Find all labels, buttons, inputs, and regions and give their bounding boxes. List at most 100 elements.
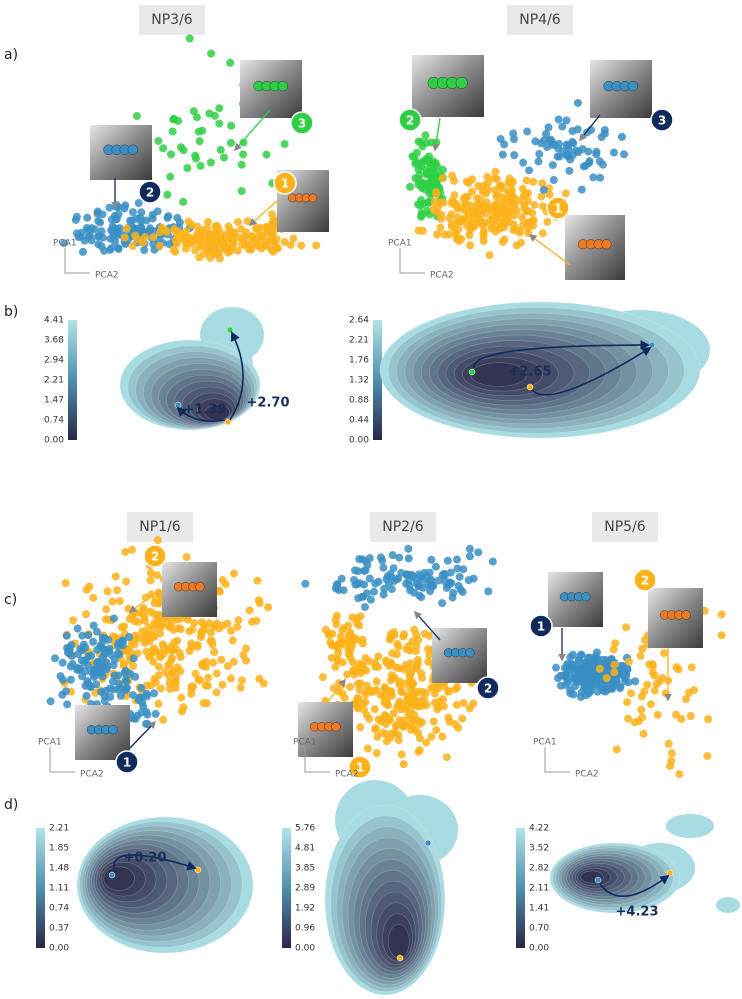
scatter-point <box>122 577 131 586</box>
scatter-point <box>492 175 501 184</box>
scatter-point <box>388 551 397 560</box>
scatter-point <box>167 654 176 663</box>
scatter-point <box>622 671 631 680</box>
scatter-point <box>687 663 696 672</box>
scatter-point <box>395 664 404 673</box>
scatter-point <box>206 239 215 248</box>
scatter-point <box>422 165 431 174</box>
state-badge <box>476 676 500 700</box>
scatter-point <box>624 678 633 687</box>
colorbar-tick-label: 4.41 <box>44 316 64 326</box>
transition-arrow <box>113 854 197 873</box>
scatter-point <box>360 603 369 612</box>
scatter-point <box>451 228 460 237</box>
scatter-point <box>116 691 125 700</box>
scatter-point <box>176 653 185 662</box>
scatter-point <box>131 631 140 640</box>
scatter-point <box>354 567 363 576</box>
scatter-point <box>177 693 186 702</box>
scatter-point <box>503 195 512 204</box>
scatter-point <box>534 157 543 166</box>
colorbar-tick-label: 2.82 <box>529 864 549 874</box>
scatter-point <box>474 548 483 557</box>
scatter-point <box>432 207 441 216</box>
scatter-point <box>130 640 139 649</box>
colorbar-tick-label: 2.21 <box>349 336 369 346</box>
scatter-point <box>595 157 604 166</box>
scatter-point <box>140 612 149 621</box>
structure-bead <box>331 722 341 732</box>
scatter-point <box>200 624 209 633</box>
panel-label: c) <box>4 592 17 608</box>
scatter-point <box>121 547 130 556</box>
scatter-point <box>565 166 574 175</box>
colorbar <box>68 320 77 440</box>
scatter-point <box>132 214 141 223</box>
scatter-point <box>552 663 561 672</box>
scatter-point <box>46 697 55 706</box>
scatter-point <box>176 667 185 676</box>
energy-annotation: +4.23 <box>616 905 659 920</box>
state-dot <box>174 401 182 409</box>
scatter-point <box>623 698 632 707</box>
scatter-point <box>151 596 160 605</box>
panel-title: NP2/6 <box>382 519 424 535</box>
state-badge <box>348 755 372 779</box>
scatter-point <box>142 707 151 716</box>
scatter-point <box>336 632 345 641</box>
scatter-point <box>612 745 621 754</box>
scatter-point <box>215 119 224 128</box>
scatter-point <box>128 241 137 250</box>
scatter-point <box>125 615 134 624</box>
scatter-point <box>89 621 98 630</box>
scatter-point <box>427 138 436 147</box>
scatter-point <box>113 649 122 658</box>
scatter-point <box>89 637 98 646</box>
scatter-point <box>81 643 90 652</box>
panel-title: NP5/6 <box>604 519 646 535</box>
scatter-point <box>531 137 540 146</box>
scatter-point <box>133 711 142 720</box>
scatter-point <box>167 642 176 651</box>
scatter-point <box>420 629 429 638</box>
axis-label-y: PCA1 <box>388 239 412 249</box>
state-badge-label: 3 <box>658 114 666 128</box>
scatter-point <box>566 686 575 695</box>
scatter-point <box>427 732 436 741</box>
scatter-point <box>445 214 454 223</box>
colorbar <box>36 828 45 948</box>
state-badge <box>290 111 314 135</box>
scatter-point <box>98 672 107 681</box>
scatter-point <box>545 190 554 199</box>
state-dot <box>224 418 232 426</box>
scatter-point <box>573 98 582 107</box>
scatter-point <box>218 576 227 585</box>
scatter-point <box>462 177 471 186</box>
scatter-point <box>535 150 544 159</box>
scatter-point <box>441 577 450 586</box>
scatter-point <box>148 214 157 223</box>
state-badge-label: 1 <box>281 177 289 191</box>
scatter-point <box>150 675 159 684</box>
scatter-point <box>221 245 230 254</box>
scatter-point <box>363 744 372 753</box>
scatter-point <box>590 654 599 663</box>
scatter-point <box>108 677 117 686</box>
scatter-point <box>596 173 605 182</box>
scatter-point <box>58 658 67 667</box>
scatter-point <box>216 229 225 238</box>
colorbar-tick-label: 2.89 <box>295 884 315 894</box>
scatter-point <box>107 244 116 253</box>
scatter-point <box>268 210 277 219</box>
scatter-point <box>237 160 246 169</box>
scatter-point <box>343 670 352 679</box>
state-dot <box>526 383 534 391</box>
structure-bead <box>601 239 612 250</box>
scatter-point <box>524 218 533 227</box>
scatter-point <box>252 616 261 625</box>
scatter-point <box>589 173 598 182</box>
scatter-point <box>100 246 109 255</box>
scatter-point <box>355 659 364 668</box>
scatter-point <box>129 662 138 671</box>
scatter-point <box>446 568 455 577</box>
